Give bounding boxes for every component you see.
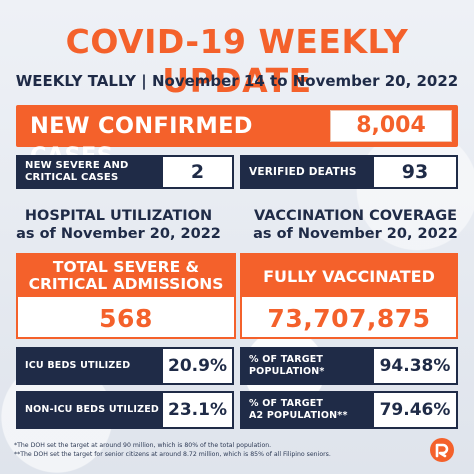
non-icu-beds-label: NON-ICU BEDS UTILIZED [16, 391, 161, 429]
severe-critical-row: NEW SEVERE AND CRITICAL CASES 2 [16, 155, 234, 189]
target-population-value: 94.38% [372, 347, 458, 385]
page-title: COVID-19 WEEKLY UPDATE [65, 22, 409, 100]
target-a2-label-line1: % OF TARGET [249, 398, 324, 409]
footnote-1: *The DOH set the target at around 90 mil… [14, 442, 272, 449]
deaths-label: VERIFIED DEATHS [240, 155, 372, 189]
icu-beds-row: ICU BEDS UTILIZED 20.9% [16, 347, 234, 385]
hospital-title-line2: as of November 20, 2022 [16, 226, 221, 242]
target-a2-label-line2: A2 POPULATION** [249, 410, 348, 421]
admissions-value: 568 [99, 303, 153, 333]
new-confirmed-value: 8,004 [356, 113, 426, 138]
admissions-card: TOTAL SEVERE & CRITICAL ADMISSIONS 568 [16, 253, 236, 339]
hospital-title-line1: HOSPITAL UTILIZATION [24, 208, 213, 224]
non-icu-beds-value: 23.1% [161, 391, 234, 429]
target-a2-row: % OF TARGET A2 POPULATION** 79.46% [240, 391, 458, 429]
vaccination-title-line2: as of November 20, 2022 [253, 226, 458, 242]
fully-vaccinated-card: FULLY VACCINATED 73,707,875 [240, 253, 458, 339]
admissions-label-line2: CRITICAL ADMISSIONS [28, 275, 224, 293]
target-population-label-line2: POPULATION* [249, 366, 325, 377]
severe-critical-label: NEW SEVERE AND CRITICAL CASES [16, 155, 161, 189]
vaccination-title-line1: VACCINATION COVERAGE [253, 208, 458, 224]
new-confirmed-value-box [330, 110, 452, 142]
target-population-row: % OF TARGET POPULATION* 94.38% [240, 347, 458, 385]
severe-critical-label-line2: CRITICAL CASES [25, 172, 119, 183]
target-population-label-line1: % OF TARGET [249, 354, 324, 365]
non-icu-beds-row: NON-ICU BEDS UTILIZED 23.1% [16, 391, 234, 429]
page-subtitle: WEEKLY TALLY | November 14 to November 2… [15, 72, 459, 90]
severe-critical-value: 2 [161, 155, 234, 189]
fully-vaccinated-card-header: FULLY VACCINATED [242, 255, 456, 297]
fully-vaccinated-value: 73,707,875 [267, 303, 431, 333]
icu-beds-value: 20.9% [161, 347, 234, 385]
deaths-value: 93 [372, 155, 458, 189]
admissions-card-header: TOTAL SEVERE & CRITICAL ADMISSIONS [18, 255, 234, 297]
severe-critical-label-line1: NEW SEVERE AND [25, 160, 129, 171]
deaths-row: VERIFIED DEATHS 93 [240, 155, 458, 189]
vaccination-coverage-title: VACCINATION COVERAGE as of November 20, … [237, 207, 474, 243]
target-a2-value: 79.46% [372, 391, 458, 429]
footnote-2: **The DOH set the target for senior citi… [14, 451, 331, 458]
admissions-label-line1: TOTAL SEVERE & [52, 258, 200, 276]
rappler-logo-icon [430, 438, 454, 462]
hospital-utilization-title: HOSPITAL UTILIZATION as of November 20, … [0, 207, 237, 243]
icu-beds-label: ICU BEDS UTILIZED [16, 347, 161, 385]
target-a2-label: % OF TARGET A2 POPULATION** [240, 391, 372, 429]
target-population-label: % OF TARGET POPULATION* [240, 347, 372, 385]
